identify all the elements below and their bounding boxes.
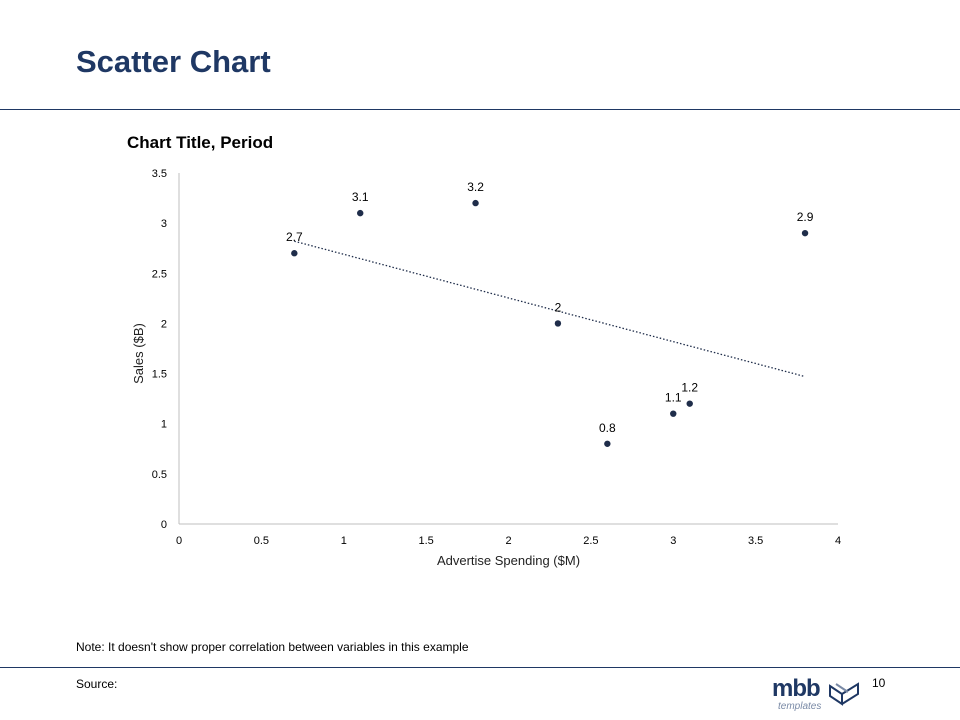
scatter-point — [554, 320, 562, 327]
scatter-point — [801, 229, 809, 237]
y-axis-title: Sales ($B) — [131, 323, 146, 384]
chart-title: Chart Title, Period — [127, 133, 274, 152]
x-tick-label: 2.5 — [583, 535, 598, 547]
x-tick-label: 1 — [341, 535, 347, 547]
scatter-point — [472, 199, 479, 207]
scatter-chart: 0 0.5 1 1.5 2 2.5 3 3.5 4 0 0.5 1 1.5 2 2.5 3 3.5 Adverti… — [131, 168, 841, 568]
scatter-point — [357, 209, 364, 217]
slide-title: Scatter Chart — [76, 44, 271, 79]
y-tick-label: 0.5 — [152, 469, 167, 481]
footer-divider — [0, 667, 960, 668]
scatter-point — [686, 400, 693, 407]
x-tick-label: 0.5 — [254, 535, 269, 547]
book-icon — [829, 682, 859, 706]
x-tick-label: 4 — [835, 535, 841, 547]
data-label: 3.2 — [467, 180, 484, 194]
x-tick-label: 2 — [505, 535, 511, 547]
y-tick-label: 0 — [161, 519, 167, 531]
footnote: Note: It doesn't show proper correlation… — [76, 640, 469, 654]
y-tick-label: 2.5 — [152, 268, 167, 280]
x-tick-label: 0 — [176, 535, 182, 547]
scatter-point — [291, 250, 298, 257]
logo-text: mbb — [772, 675, 821, 702]
source-label: Source: — [76, 677, 118, 691]
data-label: 2.7 — [286, 230, 303, 244]
title-divider — [0, 109, 960, 110]
data-label: 0.8 — [599, 421, 616, 435]
trendline — [294, 240, 806, 378]
x-tick-label: 3.5 — [748, 535, 763, 547]
x-tick-label: 1.5 — [418, 535, 433, 547]
page-number: 10 — [872, 676, 886, 690]
y-tick-label: 1.5 — [152, 369, 167, 381]
data-label: 1.2 — [681, 381, 698, 395]
scatter-point — [604, 440, 611, 447]
scatter-point — [670, 410, 677, 417]
x-tick-label: 3 — [670, 535, 676, 547]
data-label: 3.1 — [352, 190, 369, 204]
data-label: 1.1 — [665, 391, 682, 405]
mbb-templates-logo: mbb templates — [772, 675, 862, 712]
y-tick-label: 3 — [161, 218, 167, 230]
y-tick-label: 1 — [161, 419, 167, 431]
y-tick-label: 3.5 — [152, 168, 167, 180]
data-label: 2.9 — [797, 210, 814, 224]
logo-subtext: templates — [778, 701, 822, 712]
data-label: 2 — [555, 300, 562, 314]
y-tick-label: 2 — [161, 318, 167, 330]
x-axis-title: Advertise Spending ($M) — [437, 553, 580, 568]
